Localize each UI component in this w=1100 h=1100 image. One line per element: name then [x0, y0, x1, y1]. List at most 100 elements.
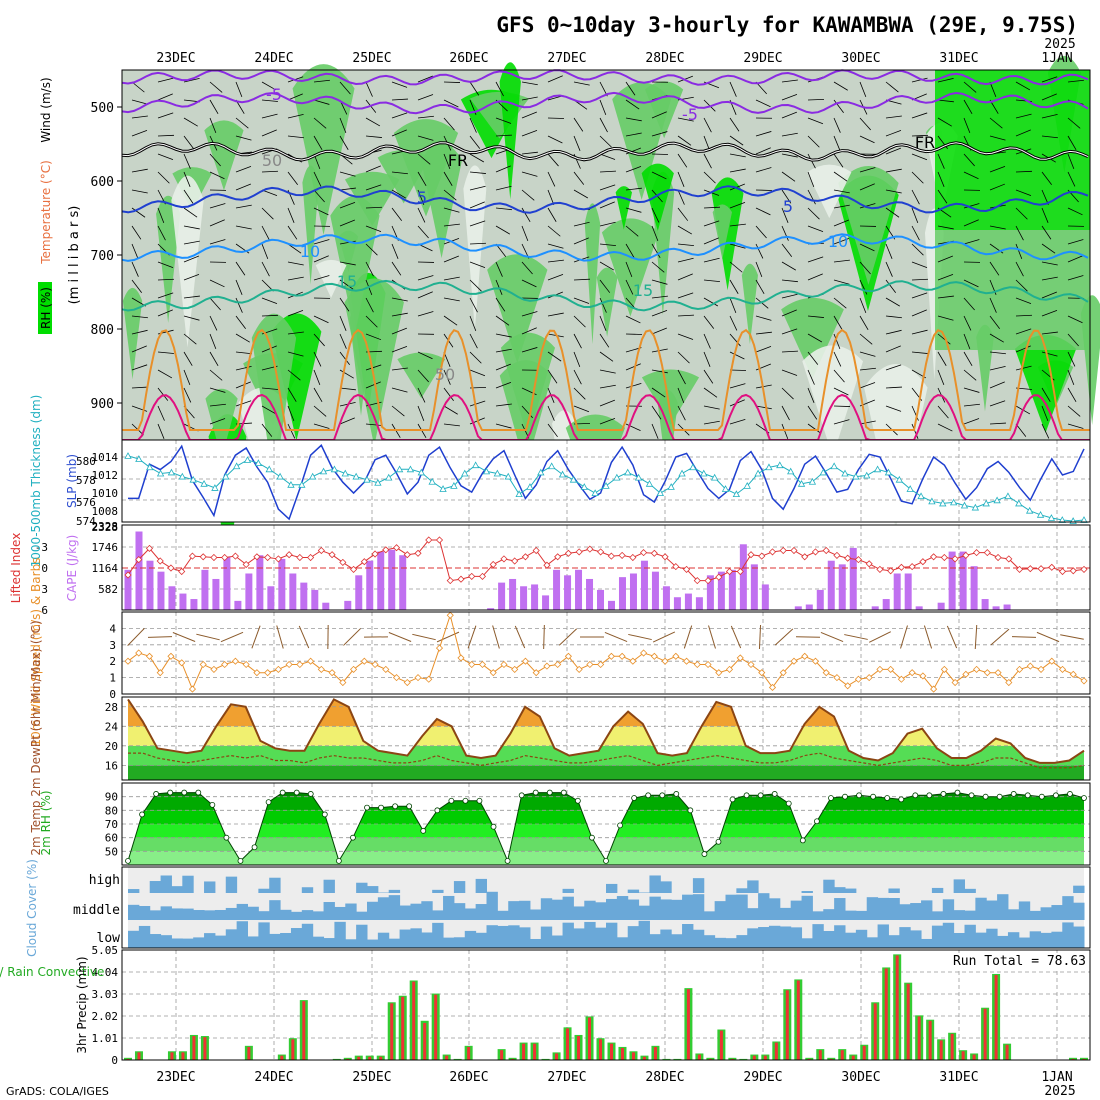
thickness-point: [406, 465, 415, 473]
cloud-bar: [269, 877, 281, 893]
y-tick-label: 50: [105, 845, 118, 858]
wind-barb: [729, 81, 737, 97]
precip-convective-bar: [983, 1008, 987, 1060]
temp-line: [127, 698, 1085, 764]
wind-barb: [573, 117, 584, 132]
date-label-top: 1JAN: [1041, 51, 1072, 66]
cloud-bar: [627, 889, 640, 893]
rh-point: [771, 791, 778, 797]
wind-speed-point: [865, 674, 873, 682]
cape-bar: [970, 566, 978, 610]
wind-barb: [391, 312, 408, 317]
precip-convective-bar: [774, 1042, 778, 1060]
cloud-bar: [443, 895, 455, 920]
cloud-bar: [997, 894, 1009, 920]
thickness-point: [754, 469, 762, 477]
wind-barb: [677, 351, 690, 364]
wind-barb: [625, 207, 642, 213]
wind-speed-point: [435, 644, 444, 652]
slp-axis-title: SLP (mb): [65, 454, 79, 508]
cloud-bar: [301, 910, 314, 920]
wind-barb: [781, 423, 789, 440]
cloud-bar: [606, 883, 618, 893]
wind-barb: [469, 153, 485, 163]
wind-barb: [781, 225, 789, 241]
wind-barb: [651, 279, 668, 285]
cloud-bar: [519, 927, 531, 948]
wind-barb: [833, 351, 842, 367]
wind-barb: [651, 369, 668, 374]
wind-speed-point: [210, 665, 218, 673]
wind-barb: [833, 189, 850, 194]
wind-barb: [677, 369, 686, 385]
thickness-point: [330, 465, 339, 473]
rh-point: [153, 791, 160, 797]
li-point: [339, 558, 347, 566]
wind-speed-point: [747, 660, 755, 669]
run-total-bg: [946, 953, 1088, 969]
wind-barb: [547, 189, 555, 206]
wind-barb: [963, 153, 975, 167]
li-point: [833, 551, 841, 559]
wind-barb: [183, 315, 200, 321]
wind-barb: [547, 274, 564, 281]
rh-point: [842, 793, 848, 800]
li-point: [650, 549, 658, 557]
wind-barb: [220, 631, 244, 643]
y-tick-label: 1008: [92, 505, 119, 518]
rh-point: [406, 803, 413, 810]
cloud-bar: [942, 899, 955, 920]
slp-thickness-panel: 574 576 578 580 1008 1010 1012 1014: [76, 439, 1091, 528]
thickness-point: [678, 469, 686, 477]
cloud-bar: [562, 922, 574, 948]
wind-barb: [859, 203, 876, 209]
thickness-point: [830, 462, 838, 470]
wind-barb: [172, 632, 196, 642]
cloud-bar: [312, 936, 325, 948]
rh-shade: [781, 297, 844, 379]
cloud-bar: [486, 893, 498, 920]
wind-barb: [261, 225, 270, 241]
wind-barb: [963, 99, 973, 115]
wind-barb: [625, 81, 636, 96]
wind-barb: [287, 113, 304, 119]
cloud-bar: [1007, 932, 1020, 948]
wind-barb: [807, 135, 820, 148]
wind-barb: [937, 77, 954, 83]
panel-border: [121, 949, 1091, 1061]
precip-convective-bar: [434, 994, 438, 1060]
thickness-point: [776, 461, 784, 469]
cloud-bar: [616, 896, 629, 920]
cape-bar: [706, 575, 714, 610]
wind-barb: [209, 171, 225, 180]
wind-barb: [543, 624, 545, 650]
cape-bar: [849, 547, 857, 610]
cloud-bar: [986, 928, 998, 948]
wind-barb: [235, 183, 252, 191]
wind-barb: [885, 364, 902, 371]
wind-barb: [703, 420, 720, 425]
precip-total-bar: [662, 1058, 671, 1060]
wind-barb: [443, 189, 457, 201]
wind-barb: [157, 93, 173, 101]
wind-barb: [521, 189, 535, 201]
wind-barb: [547, 351, 562, 362]
cloud-bar: [1040, 907, 1052, 920]
wind-barb: [755, 99, 771, 108]
li-point: [371, 550, 379, 558]
panel-border: [121, 524, 1091, 611]
wind-barb: [183, 153, 191, 169]
wind-barb: [937, 423, 953, 432]
wind-barb: [1015, 225, 1024, 241]
wind-barb: [885, 168, 902, 173]
wind-barb: [157, 112, 174, 119]
thickness-point: [558, 470, 567, 478]
thickness-point: [156, 469, 165, 477]
thickness-point: [254, 459, 263, 467]
wind-barb: [547, 312, 564, 317]
li-point: [629, 553, 637, 562]
thickness-point: [873, 465, 882, 473]
wind-speed-point: [682, 657, 691, 665]
wind-barb: [365, 315, 378, 328]
rh2m-axis-title: 2m RH (%): [39, 790, 53, 855]
